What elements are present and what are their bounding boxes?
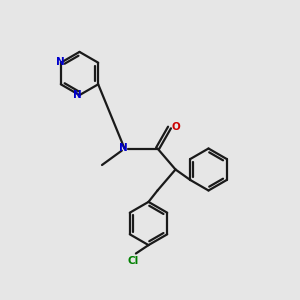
Text: N: N (73, 90, 82, 100)
Text: O: O (172, 122, 181, 132)
Text: N: N (56, 57, 64, 67)
Text: Cl: Cl (128, 256, 139, 266)
Text: N: N (119, 143, 128, 153)
